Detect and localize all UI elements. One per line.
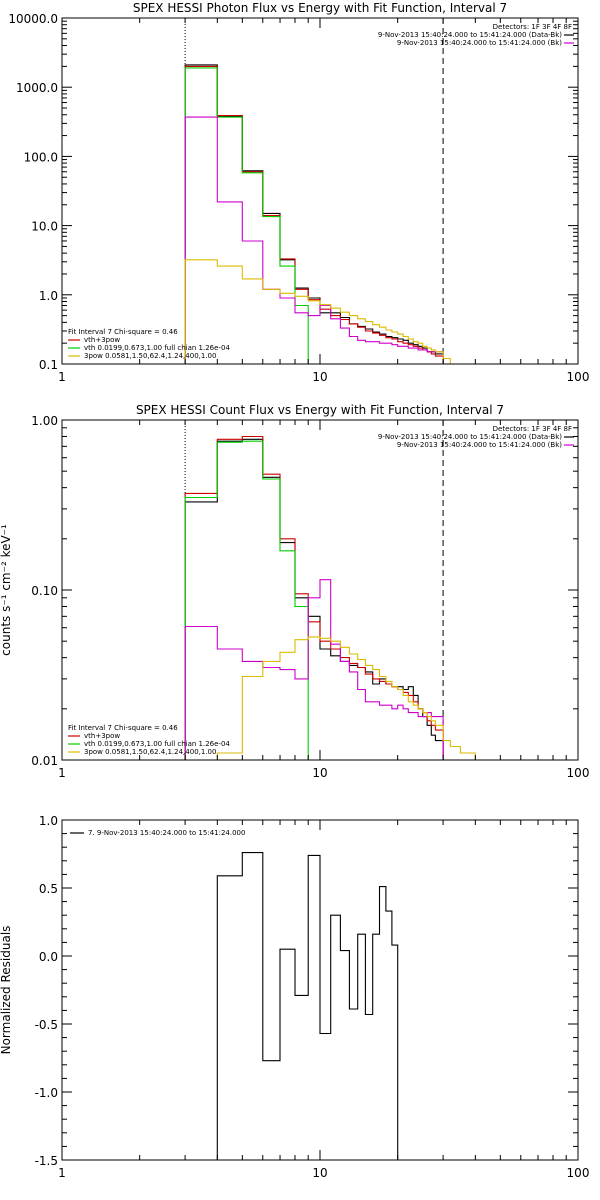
- series-line-4: [184, 579, 444, 760]
- chart-title: SPEX HESSI Count Flux vs Energy with Fit…: [136, 403, 504, 417]
- legend-right-entry: 9-Nov-2013 15:40:24.000 to 15:41:24.000 …: [378, 433, 562, 441]
- y-tick-label: 0.1: [39, 358, 58, 372]
- x-tick-label: 1: [58, 1166, 66, 1180]
- y-tick-label: 1000.0: [16, 81, 58, 95]
- legend-right-entry: 9-Nov-2013 15:40:24.000 to 15:41:24.000 …: [397, 39, 562, 47]
- plot-area-1: [184, 18, 461, 364]
- x-tick-label: 1: [58, 370, 66, 384]
- series-line-4: [184, 116, 444, 364]
- y-axis-label: Normalized Residuals: [0, 926, 13, 1055]
- series-line-1: [185, 852, 444, 1160]
- legend-left-entry: vth+3pow: [84, 732, 120, 740]
- y-tick-label: -0.5: [35, 1018, 58, 1032]
- y-tick-label: 10.0: [31, 220, 58, 234]
- x-tick-label: 10: [312, 766, 327, 780]
- y-tick-label: 0.5: [39, 882, 58, 896]
- y-tick-label: -1.5: [35, 1154, 58, 1168]
- legend-left-entry: 3pow 0.0581,1.50,62.4,1.24,400,1.00: [84, 748, 216, 756]
- series-line-3: [184, 67, 309, 364]
- y-axis-label: counts s⁻¹ cm⁻² keV⁻¹: [0, 524, 13, 656]
- legend-right-entry: Detectors: 1F 3F 4F 8F: [493, 23, 572, 31]
- legend-right-entry: Detectors: 1F 3F 4F 8F: [493, 425, 572, 433]
- legend-left-entry: vth+3pow: [84, 336, 120, 344]
- y-tick-label: -1.0: [35, 1086, 58, 1100]
- legend-left-entry: vth 0.0199,0.673,1.00 full chian 1.26e-0…: [84, 344, 230, 352]
- y-tick-label: 100.0: [24, 150, 58, 164]
- y-tick-label: 0.01: [31, 754, 58, 768]
- y-tick-label: 0.10: [31, 584, 58, 598]
- x-tick-label: 100: [567, 1166, 590, 1180]
- series-line-2: [184, 65, 444, 364]
- y-tick-label: 1.0: [39, 814, 58, 828]
- legend-right-entry: 9-Nov-2013 15:40:24.000 to 15:41:24.000 …: [397, 441, 562, 449]
- y-tick-label: 1.00: [31, 414, 58, 428]
- series-line-1: [184, 64, 444, 364]
- series-line-1: [184, 438, 444, 760]
- y-tick-label: 10000.0: [8, 12, 58, 26]
- x-tick-label: 100: [567, 370, 590, 384]
- series-line-5: [185, 636, 489, 760]
- x-tick-label: 10: [312, 370, 327, 384]
- y-tick-label: 1.0: [39, 289, 58, 303]
- plot-area-2: [184, 420, 489, 760]
- legend-left-entry: 3pow 0.0581,1.50,62.4,1.24,400,1.00: [84, 352, 216, 360]
- legend-left-entry: vth 0.0199,0.673,1.00 full chian 1.26e-0…: [84, 740, 230, 748]
- x-tick-label: 100: [567, 766, 590, 780]
- series-line-5: [184, 259, 461, 364]
- legend-left-header: Fit Interval 7 Chi-square = 0.46: [68, 328, 178, 336]
- series-line-3: [184, 440, 309, 760]
- y-tick-label: 0.0: [39, 950, 58, 964]
- chart-title: SPEX HESSI Photon Flux vs Energy with Fi…: [133, 1, 507, 15]
- legend-entry: 7. 9-Nov-2013 15:40:24.000 to 15:41:24.0…: [88, 829, 245, 837]
- x-tick-label: 10: [312, 1166, 327, 1180]
- legend-left-header: Fit Interval 7 Chi-square = 0.46: [68, 724, 178, 732]
- legend-right-entry: 9-Nov-2013 15:40:24.000 to 15:41:24.000 …: [378, 31, 562, 39]
- plot-area-3: [185, 852, 444, 1160]
- x-tick-label: 1: [58, 766, 66, 780]
